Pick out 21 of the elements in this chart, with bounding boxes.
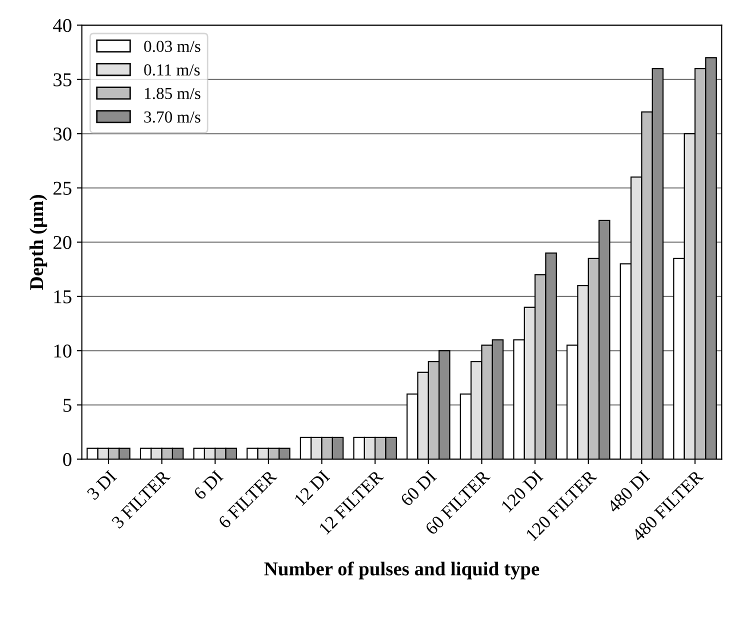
y-axis-title: Depth (µm) [29, 195, 48, 290]
y-tick-label: 25 [54, 182, 72, 195]
legend-label: 1.85 m/s [144, 88, 200, 100]
y-tick-label: 20 [54, 236, 72, 250]
legend-label: 0.11 m/s [144, 64, 200, 76]
y-tick-label: 35 [54, 73, 72, 86]
x-tick-label: 3 DI [86, 470, 118, 500]
y-tick-label: 15 [54, 290, 72, 304]
x-tick-label: 480 DI [606, 470, 650, 514]
y-tick-label: 10 [54, 344, 72, 358]
x-tick-label: 12 DI [294, 470, 330, 506]
y-tick-label: 5 [64, 398, 72, 412]
x-tick-label: 60 DI [400, 470, 437, 507]
x-tick-label: 120 DI [500, 470, 544, 513]
y-tick-label: 40 [53, 18, 72, 32]
x-tick-label: 6 DI [193, 470, 224, 500]
legend-label: 3.70 m/s [144, 111, 200, 123]
y-tick-label: 30 [54, 127, 72, 141]
x-axis-title: Number of pulses and liquid type [264, 562, 540, 580]
legend-label: 0.03 m/s [144, 40, 200, 52]
y-tick-label: 0 [63, 452, 72, 466]
